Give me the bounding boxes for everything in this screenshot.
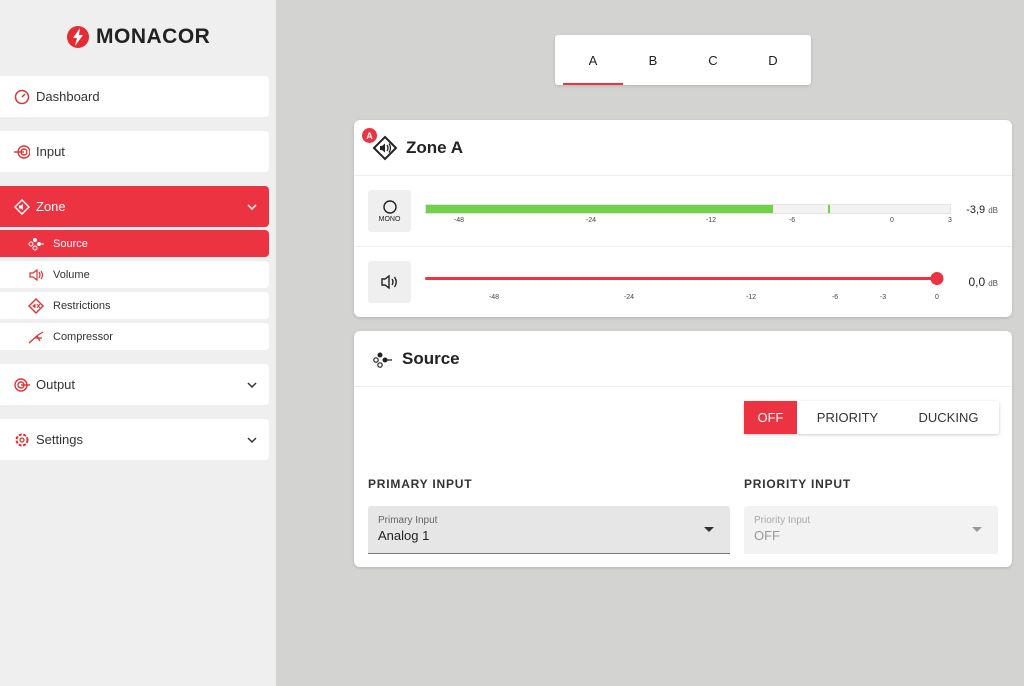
mode-priority-button[interactable]: PRIORITY bbox=[816, 410, 879, 425]
sidebar-item-label: Source bbox=[53, 237, 88, 250]
priority-input-heading: PRIORITY INPUT bbox=[744, 477, 851, 491]
tab-zone-b[interactable]: B bbox=[648, 52, 658, 68]
tick-label: -48 bbox=[453, 217, 465, 224]
priority-input-label: Priority Input bbox=[754, 515, 811, 526]
tab-zone-c[interactable]: C bbox=[708, 52, 718, 68]
tick-label: 0 bbox=[935, 294, 939, 301]
volume-slider[interactable] bbox=[425, 272, 944, 285]
zone-card-header: Zone A bbox=[354, 120, 1012, 176]
volume-readout: 0,0 dB bbox=[968, 275, 998, 289]
mute-button[interactable] bbox=[368, 261, 411, 303]
tick-label: -12 bbox=[745, 294, 757, 301]
volume-icon bbox=[380, 274, 397, 290]
source-card: Source OFF PRIORITY DUCKING PRIMARY INPU… bbox=[354, 331, 1012, 567]
logo: MONACOR bbox=[66, 25, 210, 49]
sidebar-item-label: Dashboard bbox=[36, 89, 100, 104]
sidebar-item-volume[interactable]: Volume bbox=[0, 261, 269, 288]
source-card-header: Source bbox=[354, 331, 1012, 387]
source-icon bbox=[373, 352, 392, 368]
tick-label: -3 bbox=[879, 294, 887, 301]
dropdown-arrow-icon bbox=[704, 527, 714, 532]
primary-input-label: Primary Input bbox=[378, 515, 438, 526]
tick-label: -48 bbox=[488, 294, 500, 301]
tick-label: -12 bbox=[705, 217, 717, 224]
dropdown-arrow-icon bbox=[972, 527, 982, 532]
meter-peak bbox=[828, 205, 830, 213]
compressor-icon bbox=[28, 329, 44, 345]
tick-label: -24 bbox=[585, 217, 597, 224]
sidebar-item-label: Output bbox=[36, 377, 76, 392]
mode-off-button[interactable]: OFF bbox=[744, 401, 797, 434]
output-icon bbox=[14, 377, 30, 393]
level-meter bbox=[425, 204, 951, 214]
mode-ducking-button[interactable]: DUCKING bbox=[918, 410, 979, 425]
priority-input-select[interactable]: Priority Input OFF bbox=[744, 506, 998, 554]
meter-readout: -3,9 dB bbox=[966, 204, 998, 216]
sidebar-item-zone[interactable]: Zone bbox=[0, 186, 269, 227]
tab-zone-a[interactable]: A bbox=[563, 35, 623, 85]
gauge-icon bbox=[14, 89, 30, 105]
sidebar-item-label: Zone bbox=[36, 199, 66, 214]
meter-row: MONO -48 -24 -12 -6 0 3 -3,9 dB bbox=[354, 176, 1012, 247]
zone-speaker-icon bbox=[14, 198, 30, 215]
zone-badge: A bbox=[362, 128, 377, 143]
mono-label: MONO bbox=[378, 215, 401, 223]
gear-icon bbox=[14, 432, 30, 448]
sidebar: MONACOR Dashboard Input Zone Source Volu… bbox=[0, 0, 276, 686]
tick-label: 3 bbox=[948, 217, 952, 224]
primary-input-heading: PRIMARY INPUT bbox=[368, 477, 473, 491]
tick-label: -6 bbox=[831, 294, 839, 301]
source-mode-toggle: OFF PRIORITY DUCKING bbox=[744, 401, 999, 434]
sidebar-item-label: Settings bbox=[36, 432, 83, 447]
circle-icon bbox=[382, 199, 397, 214]
brand-name: MONACOR bbox=[96, 25, 211, 48]
chevron-down-icon bbox=[247, 381, 257, 388]
zone-speaker-icon bbox=[372, 135, 398, 160]
source-icon bbox=[28, 236, 44, 252]
monacor-logo-icon bbox=[67, 26, 89, 48]
volume-row: -48 -24 -12 -6 -3 0 0,0 dB bbox=[354, 247, 1012, 317]
tick-label: -24 bbox=[623, 294, 635, 301]
volume-slider-handle[interactable] bbox=[930, 272, 944, 285]
sidebar-item-source[interactable]: Source bbox=[0, 230, 269, 257]
sidebar-item-label: Compressor bbox=[53, 330, 113, 343]
chevron-down-icon bbox=[247, 436, 257, 443]
primary-input-select[interactable]: Primary Input Analog 1 bbox=[368, 506, 730, 554]
zone-tabs: A B C D bbox=[555, 35, 811, 85]
sidebar-item-label: Restrictions bbox=[53, 299, 111, 312]
zone-title: Zone A bbox=[406, 137, 463, 157]
sidebar-item-label: Volume bbox=[53, 268, 90, 281]
restrictions-icon bbox=[28, 297, 44, 314]
sidebar-item-restrictions[interactable]: Restrictions bbox=[0, 292, 269, 319]
tick-label: -6 bbox=[788, 217, 796, 224]
tick-label: 0 bbox=[890, 217, 894, 224]
sidebar-item-settings[interactable]: Settings bbox=[0, 419, 269, 460]
sidebar-item-output[interactable]: Output bbox=[0, 364, 269, 405]
tab-zone-d[interactable]: D bbox=[768, 52, 778, 68]
sidebar-item-dashboard[interactable]: Dashboard bbox=[0, 76, 269, 117]
sidebar-item-label: Input bbox=[36, 144, 65, 159]
chevron-up-icon bbox=[247, 203, 257, 210]
priority-input-value: OFF bbox=[754, 528, 780, 543]
zone-card: A Zone A MONO -48 -24 -12 -6 0 3 -3,9 dB -48-… bbox=[354, 120, 1012, 317]
volume-icon bbox=[28, 267, 44, 283]
mono-button[interactable]: MONO bbox=[368, 190, 411, 232]
sidebar-item-input[interactable]: Input bbox=[0, 131, 269, 172]
meter-fill bbox=[426, 205, 773, 213]
input-icon bbox=[14, 144, 30, 160]
sidebar-item-compressor[interactable]: Compressor bbox=[0, 323, 269, 350]
primary-input-value: Analog 1 bbox=[378, 528, 430, 543]
source-title: Source bbox=[402, 348, 460, 368]
